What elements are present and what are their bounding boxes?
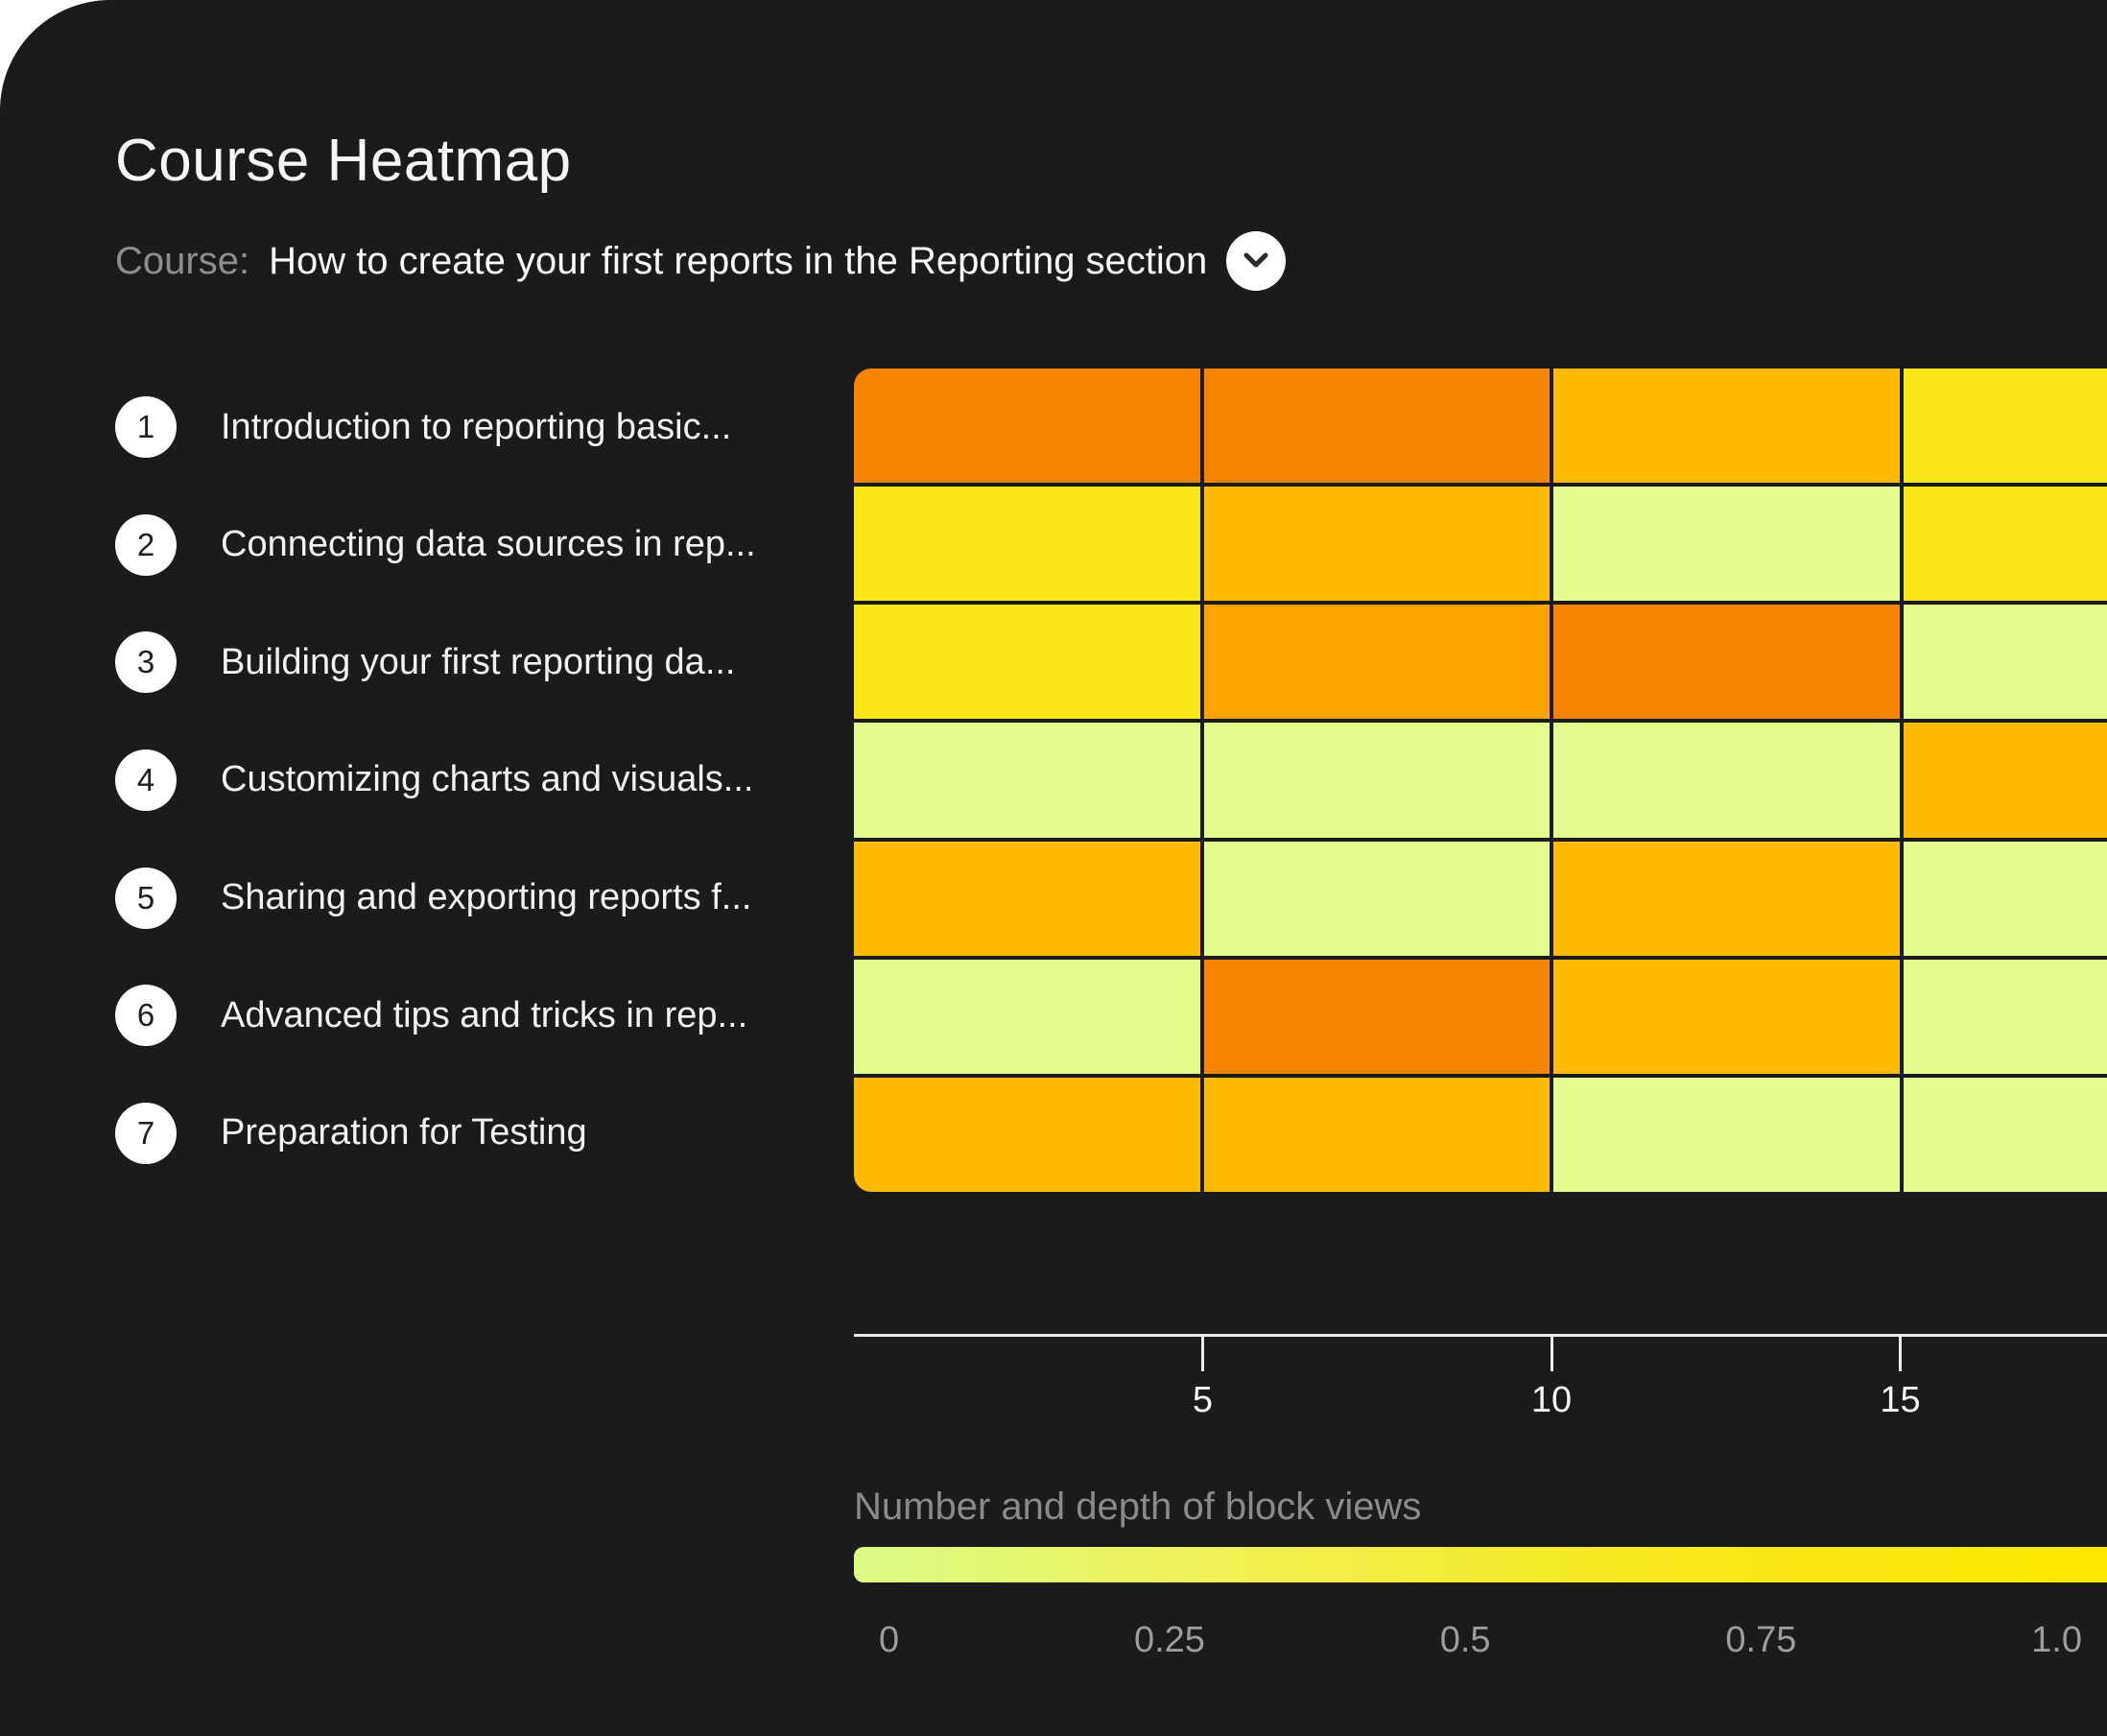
course-selector: Course: How to create your first reports… [115,230,1287,292]
heatmap-cell[interactable] [1903,487,2107,602]
page-title: Course Heatmap [115,128,572,194]
lesson-item: 2 Connecting data sources in rep... [115,487,787,605]
chevron-down-icon [1242,251,1270,271]
lesson-number-badge: 2 [115,513,177,576]
heatmap-cell[interactable] [1903,723,2107,838]
legend-tick-label: 1.0 [2031,1620,2082,1660]
heatmap-cell[interactable] [1203,959,1550,1074]
heatmap-cell[interactable] [1553,369,1900,484]
x-axis-tick-label: 10 [1530,1380,1573,1420]
lesson-label: Sharing and exporting reports f... [221,877,752,918]
heatmap-cell[interactable] [1203,723,1550,838]
legend-tick-label: 0.5 [1439,1620,1491,1660]
x-axis-line [854,1334,2107,1337]
heatmap-cell[interactable] [1553,487,1900,602]
lesson-label: Preparation for Testing [221,1112,587,1153]
x-axis-tick [1201,1337,1204,1371]
legend-title: Number and depth of block views [854,1486,1422,1528]
heatmap-cell[interactable] [1553,723,1900,838]
lesson-label: Advanced tips and tricks in rep... [221,994,748,1035]
lesson-item: 1 Introduction to reporting basic... [115,369,787,487]
x-axis-tick-label: 15 [1880,1380,1921,1420]
lesson-label: Building your first reporting da... [221,641,736,682]
x-axis-tick [1899,1337,1902,1371]
lesson-label: Customizing charts and visuals... [221,759,754,800]
x-axis-tick [1550,1337,1553,1371]
heatmap-cell[interactable] [1203,605,1550,720]
heatmap-cell[interactable] [1903,1077,2107,1192]
course-label: Course: [115,239,250,282]
heatmap-cell[interactable] [854,723,1200,838]
heatmap-cell[interactable] [1553,959,1900,1074]
course-name-value: How to create your first reports in the … [269,239,1208,282]
course-dropdown-button[interactable] [1226,231,1287,291]
x-axis-tick-label: 5 [1192,1380,1214,1420]
lesson-item: 3 Building your first reporting da... [115,604,787,722]
lesson-number-badge: 1 [115,396,177,459]
heatmap-cell[interactable] [854,1077,1200,1192]
lesson-item: 4 Customizing charts and visuals... [115,722,787,840]
heatmap-cell[interactable] [1903,959,2107,1074]
lesson-label: Introduction to reporting basic... [221,406,732,447]
heatmap-cell[interactable] [1203,1077,1550,1192]
lesson-item: 6 Advanced tips and tricks in rep... [115,957,787,1075]
lesson-number-badge: 7 [115,1102,177,1164]
heatmap-cell[interactable] [1203,487,1550,602]
lesson-item: 5 Sharing and exporting reports f... [115,839,787,957]
heatmap-cell[interactable] [854,841,1200,956]
heatmap-cell[interactable] [854,369,1200,484]
legend-tick-label: 0 [879,1620,900,1660]
legend-labels: 0 0.25 0.5 0.75 1.0 [854,1620,2107,1661]
heatmap-cell[interactable] [1553,841,1900,956]
heatmap-cell[interactable] [1903,369,2107,484]
lesson-number-badge: 5 [115,867,177,929]
lesson-list: 1 Introduction to reporting basic... 2 Conn… [115,369,787,1192]
heatmap-cell[interactable] [854,487,1200,602]
heatmap-grid [854,369,2107,1192]
heatmap-cell[interactable] [854,959,1200,1074]
lesson-number-badge: 3 [115,631,177,694]
heatmap-cell[interactable] [1553,605,1900,720]
lesson-label: Connecting data sources in rep... [221,524,756,565]
heatmap-cell[interactable] [1203,841,1550,956]
heatmap-cell[interactable] [1553,1077,1900,1192]
lesson-number-badge: 6 [115,985,177,1047]
heatmap [854,369,2107,1192]
heatmap-cell[interactable] [1903,605,2107,720]
legend-tick-label: 0.75 [1725,1620,1797,1660]
lesson-number-badge: 4 [115,749,177,811]
legend-gradient-bar [854,1547,2107,1582]
heatmap-cell[interactable] [1203,369,1550,484]
lesson-item: 7 Preparation for Testing [115,1074,787,1192]
legend-tick-label: 0.25 [1133,1620,1205,1660]
heatmap-cell[interactable] [1903,841,2107,956]
heatmap-cell[interactable] [854,605,1200,720]
